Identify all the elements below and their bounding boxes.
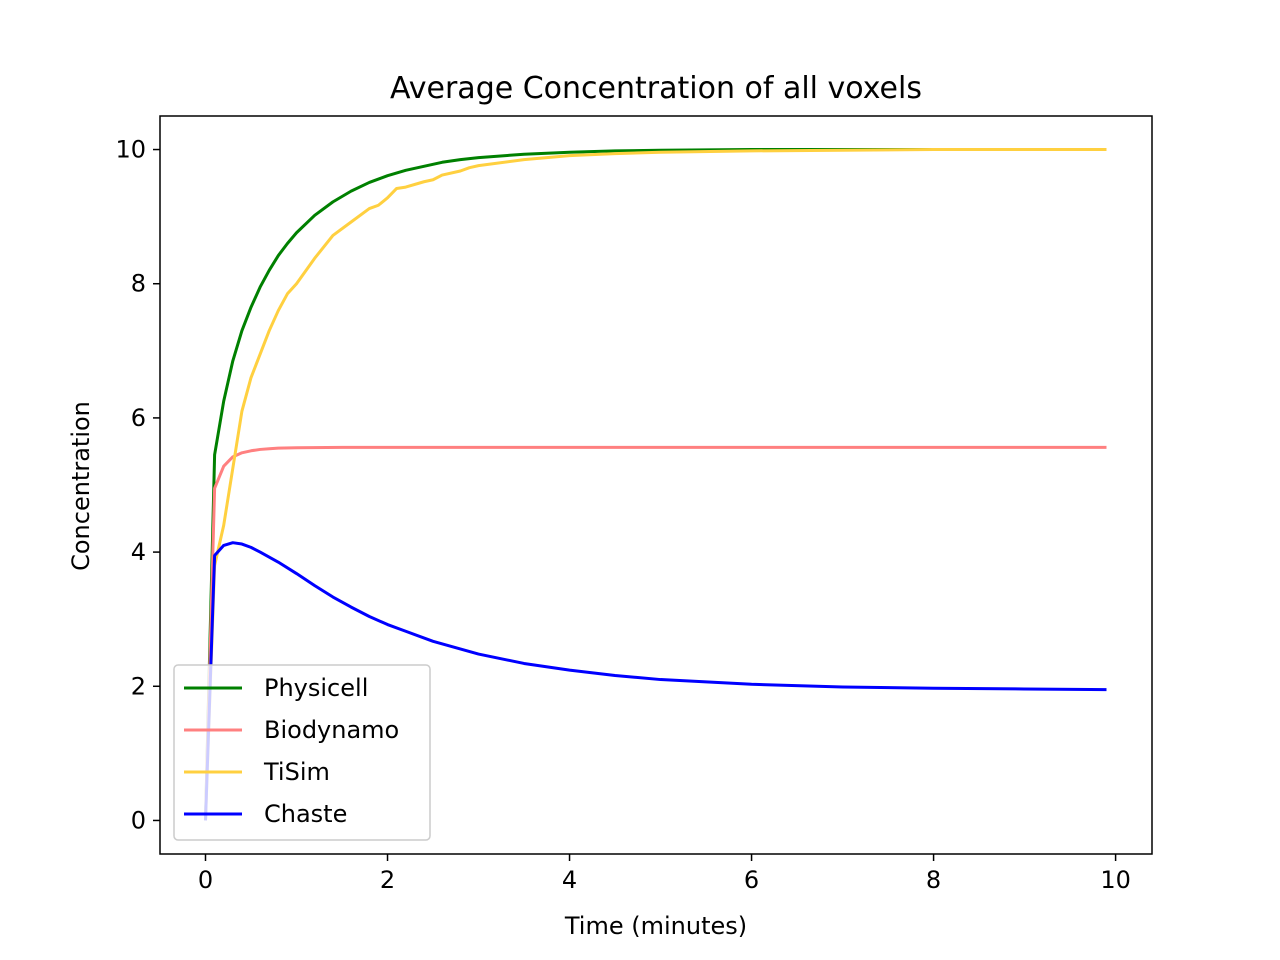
x-tick-label: 8 [926, 866, 941, 894]
x-tick-label: 6 [744, 866, 759, 894]
series-line-chaste [204, 541, 1107, 821]
x-tick-label: 4 [562, 866, 577, 894]
x-tick-label: 2 [380, 866, 395, 894]
x-tick-label: 10 [1100, 866, 1131, 894]
x-axis: 0 2 4 6 8 10 [198, 854, 1131, 894]
y-tick-label: 6 [131, 404, 146, 432]
x-tick-label: 0 [198, 866, 213, 894]
x-axis-label: Time (minutes) [564, 912, 747, 940]
y-tick-label: 8 [131, 270, 146, 298]
legend-label-biodynamo: Biodynamo [264, 716, 399, 744]
y-tick-label: 4 [131, 538, 146, 566]
series-line-biodynamo [204, 445, 1107, 821]
legend-box [173, 664, 431, 841]
legend-label-chaste: Chaste [264, 800, 347, 828]
legend-label-physicell: Physicell [264, 674, 368, 702]
y-axis: 0 2 4 6 8 10 [115, 136, 160, 834]
chart-title: Average Concentration of all voxels [390, 71, 922, 106]
series-line-tisim [204, 148, 1107, 821]
plot-area [204, 148, 1107, 821]
y-tick-label: 10 [115, 136, 146, 164]
legend: Physicell Biodynamo TiSim Chaste [173, 664, 431, 841]
series-line-physicell [204, 148, 1107, 821]
y-axis-label: Concentration [67, 401, 95, 571]
legend-label-tisim: TiSim [263, 758, 330, 786]
y-tick-label: 2 [131, 672, 146, 700]
plot-frame [159, 115, 1153, 855]
y-tick-label: 0 [131, 806, 146, 834]
